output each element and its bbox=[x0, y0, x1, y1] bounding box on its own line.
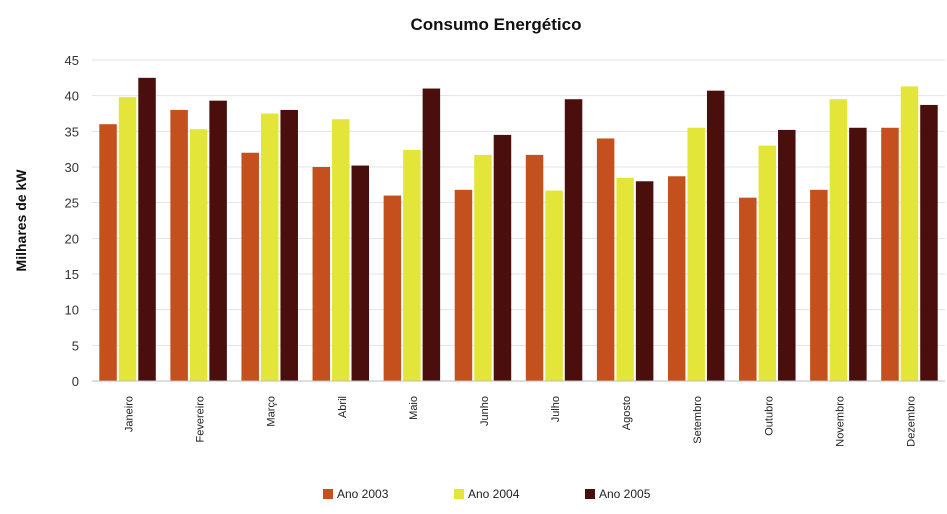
bar-ano-2004-10 bbox=[829, 99, 848, 381]
x-tick-label: Agosto bbox=[621, 396, 633, 430]
y-axis-ticks: 0 5 10 15 20 25 30 35 40 45 bbox=[65, 53, 79, 389]
x-tick-label: Setembro bbox=[692, 396, 704, 444]
bar-ano-2005-11 bbox=[920, 104, 938, 381]
bar-ano-2005-3 bbox=[351, 165, 370, 381]
bar-ano-2004-5 bbox=[474, 154, 492, 381]
bar-ano-2003-7 bbox=[596, 138, 615, 381]
bar-ano-2005-8 bbox=[706, 90, 725, 381]
legend-swatch bbox=[323, 489, 333, 499]
bar-ano-2003-0 bbox=[99, 124, 117, 381]
x-tick-label: Abril bbox=[337, 396, 349, 418]
bar-ano-2003-6 bbox=[525, 154, 544, 381]
bar-ano-2004-6 bbox=[545, 190, 563, 381]
bar-ano-2005-6 bbox=[564, 99, 583, 381]
y-tick-label: 45 bbox=[65, 53, 79, 68]
legend-label: Ano 2004 bbox=[468, 487, 520, 501]
legend-label: Ano 2005 bbox=[599, 487, 651, 501]
bar-ano-2005-7 bbox=[635, 181, 654, 381]
x-tick-label: Junho bbox=[479, 396, 491, 426]
y-tick-label: 35 bbox=[65, 124, 79, 139]
bar-ano-2005-5 bbox=[493, 134, 512, 381]
legend-label: Ano 2003 bbox=[337, 487, 389, 501]
bar-ano-2005-0 bbox=[138, 77, 156, 381]
x-tick-label: Janeiro bbox=[124, 396, 136, 432]
x-tick-label: Maio bbox=[408, 396, 420, 420]
y-tick-label: 25 bbox=[65, 196, 79, 211]
y-tick-label: 10 bbox=[65, 303, 79, 318]
x-tick-label: Dezembro bbox=[905, 396, 917, 447]
x-tick-label: Julho bbox=[550, 396, 562, 422]
bar-ano-2004-2 bbox=[260, 113, 279, 381]
bar-ano-2004-8 bbox=[687, 127, 705, 382]
bar-ano-2004-3 bbox=[332, 119, 350, 381]
bar-ano-2005-10 bbox=[849, 127, 867, 382]
y-tick-label: 40 bbox=[65, 89, 79, 104]
bar-ano-2003-2 bbox=[241, 152, 259, 381]
bar-ano-2005-9 bbox=[778, 129, 796, 381]
x-tick-label: Outubro bbox=[763, 396, 775, 436]
y-tick-label: 15 bbox=[65, 267, 79, 282]
bar-ano-2005-1 bbox=[209, 100, 227, 381]
legend: Ano 2003 Ano 2004 Ano 2005 bbox=[323, 487, 651, 501]
legend-swatch bbox=[585, 489, 595, 499]
x-axis-ticks: Janeiro Fevereiro Março Abril Maio Junho Julho… bbox=[124, 396, 918, 447]
bar-ano-2004-11 bbox=[900, 86, 919, 381]
bar-ano-2003-1 bbox=[170, 109, 188, 381]
bar-ano-2003-4 bbox=[383, 195, 402, 381]
bar-ano-2003-9 bbox=[739, 197, 757, 381]
y-tick-label: 0 bbox=[72, 374, 79, 389]
bar-ano-2004-1 bbox=[189, 129, 208, 381]
legend-swatch bbox=[454, 489, 464, 499]
y-tick-label: 5 bbox=[72, 338, 79, 353]
bar-ano-2004-0 bbox=[118, 97, 137, 382]
bar-ano-2004-9 bbox=[758, 145, 777, 381]
chart-title: Consumo Energético bbox=[411, 15, 582, 34]
bar-ano-2005-2 bbox=[280, 109, 298, 381]
bar-ano-2003-3 bbox=[312, 167, 331, 381]
bar-ano-2004-4 bbox=[403, 149, 421, 381]
x-tick-label: Fevereiro bbox=[195, 396, 207, 442]
y-tick-label: 30 bbox=[65, 160, 79, 175]
gridlines bbox=[92, 59, 945, 346]
bars bbox=[99, 77, 938, 382]
bar-ano-2004-7 bbox=[616, 177, 634, 381]
bar-ano-2003-11 bbox=[881, 127, 899, 382]
x-tick-label: Novembro bbox=[834, 396, 846, 447]
x-tick-label: Março bbox=[266, 396, 278, 427]
bar-ano-2003-10 bbox=[810, 189, 828, 381]
y-tick-label: 20 bbox=[65, 231, 79, 246]
bar-ano-2003-5 bbox=[454, 189, 473, 381]
bar-ano-2005-4 bbox=[422, 88, 441, 382]
bar-ano-2003-8 bbox=[667, 176, 686, 381]
y-axis-label: Milhares de kW bbox=[13, 169, 29, 272]
